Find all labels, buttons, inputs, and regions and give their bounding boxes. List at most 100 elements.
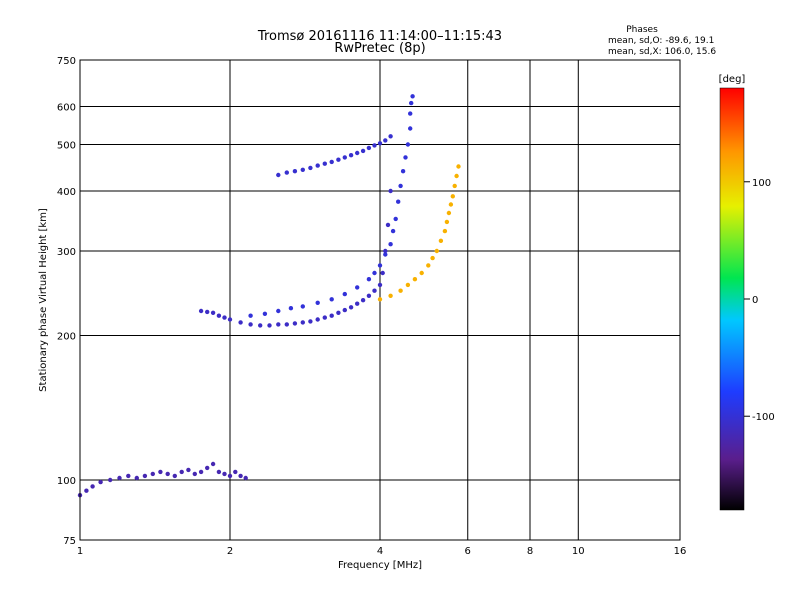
- data-point: [216, 469, 222, 475]
- data-point: [388, 242, 393, 247]
- data-point: [117, 475, 122, 481]
- data-point: [172, 473, 177, 479]
- data-point: [258, 323, 263, 328]
- data-point: [336, 310, 341, 315]
- data-point: [186, 467, 191, 473]
- data-point: [300, 320, 305, 325]
- data-point: [210, 461, 216, 467]
- phase-note-heading: Phases: [626, 25, 658, 35]
- data-point: [419, 270, 424, 276]
- data-point: [198, 469, 204, 475]
- data-point: [355, 301, 360, 306]
- data-point: [408, 126, 413, 131]
- data-point: [276, 172, 281, 178]
- data-point: [336, 157, 341, 162]
- data-point: [342, 155, 347, 160]
- data-point: [342, 291, 347, 297]
- data-point: [383, 252, 388, 257]
- data-point: [348, 305, 354, 310]
- y-tick-label: 400: [57, 187, 76, 198]
- data-point: [408, 111, 413, 116]
- data-point: [405, 282, 411, 288]
- plot-frame: [79, 59, 681, 541]
- data-point: [205, 309, 210, 315]
- data-point: [400, 169, 406, 174]
- y-tick-label: 600: [57, 103, 76, 114]
- colorbar: [719, 87, 745, 511]
- data-point: [412, 277, 418, 282]
- data-point: [405, 142, 411, 147]
- data-point: [267, 323, 272, 328]
- data-point: [409, 100, 414, 106]
- colorbar-tick-label: 0: [752, 295, 758, 306]
- data-point: [276, 322, 281, 327]
- data-point: [348, 153, 354, 158]
- data-point: [377, 297, 383, 302]
- colorbar-label: [deg]: [719, 74, 746, 85]
- data-point: [165, 471, 170, 477]
- x-axis-label: Frequency [MHz]: [338, 560, 422, 571]
- data-point: [134, 475, 139, 481]
- data-point: [366, 293, 372, 298]
- y-tick-label: 750: [57, 56, 76, 67]
- data-point: [205, 465, 210, 471]
- data-point: [426, 263, 431, 268]
- data-point: [284, 170, 289, 175]
- chart-title: Tromsø 20161116 11:14:00–11:15:43: [257, 29, 502, 44]
- data-point: [108, 477, 113, 483]
- data-point: [360, 148, 366, 154]
- data-point: [329, 313, 334, 318]
- data-point: [84, 488, 89, 493]
- data-point: [158, 469, 163, 475]
- data-point: [377, 141, 383, 146]
- data-point: [438, 238, 444, 243]
- data-point: [222, 315, 227, 320]
- data-point: [322, 161, 327, 166]
- data-point: [243, 475, 248, 481]
- data-point: [454, 173, 459, 179]
- x-tick-label: 6: [465, 546, 471, 557]
- data-point: [383, 248, 388, 254]
- data-point: [366, 145, 372, 151]
- y-tick-label: 200: [57, 332, 76, 343]
- x-tick-label: 8: [527, 546, 533, 557]
- data-point: [390, 228, 396, 234]
- data-point: [385, 222, 391, 228]
- data-point: [238, 320, 243, 325]
- data-point: [276, 308, 281, 314]
- colorbar-tick-label: -100: [752, 412, 775, 423]
- y-tick-label: 75: [63, 536, 76, 547]
- colorbar-tick-label: 100: [752, 178, 771, 189]
- data-point: [383, 138, 388, 143]
- data-point: [315, 317, 320, 322]
- data-point: [322, 315, 327, 320]
- data-point: [366, 277, 372, 282]
- x-axis-ticks: 1 2 4 6 8 10 16: [77, 546, 687, 557]
- data-point: [300, 167, 305, 172]
- data-point: [398, 183, 403, 189]
- data-point: [284, 322, 289, 327]
- data-point: [150, 471, 155, 477]
- data-point: [227, 317, 233, 322]
- data-point: [248, 313, 253, 318]
- x-tick-label: 10: [572, 546, 585, 557]
- colorbar-ticks: 100 0 -100: [744, 178, 775, 423]
- data-point: [248, 322, 253, 327]
- y-tick-label: 300: [57, 247, 76, 258]
- data-point: [142, 473, 148, 479]
- data-point: [262, 311, 268, 316]
- data-point: [355, 285, 360, 290]
- phase-note-x-mode: mean, sd,X: 106.0, 15.6: [608, 47, 716, 57]
- data-point: [380, 270, 385, 276]
- data-point: [398, 288, 403, 293]
- data-point: [446, 210, 452, 216]
- data-point: [450, 194, 455, 199]
- data-point: [388, 188, 393, 194]
- data-point: [288, 306, 294, 311]
- y-axis-ticks: 75 100 200 300 400 500 600 750: [57, 56, 76, 547]
- data-point: [448, 202, 454, 207]
- data-point: [179, 469, 184, 475]
- data-point: [227, 473, 233, 479]
- data-point: [393, 216, 398, 222]
